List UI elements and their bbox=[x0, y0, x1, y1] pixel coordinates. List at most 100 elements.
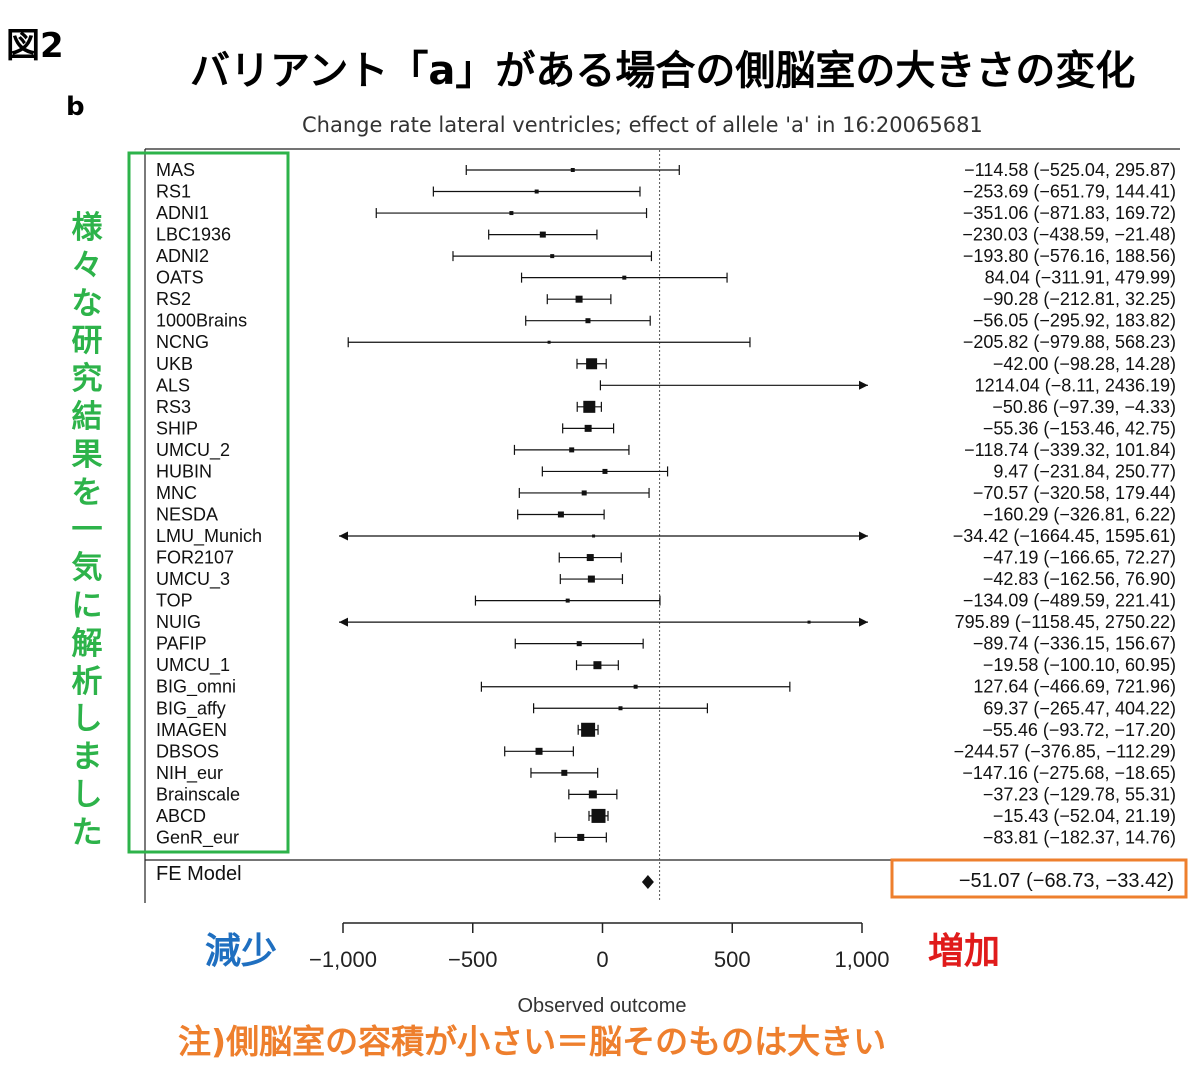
study-estimate-text: 9.47 (−231.84, 250.77) bbox=[993, 461, 1176, 481]
figure-label: 図2 bbox=[6, 26, 64, 66]
study-estimate-text: −83.81 (−182.37, 14.76) bbox=[983, 827, 1176, 847]
study-name: ADNI2 bbox=[156, 246, 209, 266]
point-estimate bbox=[622, 275, 627, 280]
study-name: RS3 bbox=[156, 397, 191, 417]
point-estimate bbox=[633, 684, 638, 689]
decrease-label: 減少 bbox=[205, 931, 278, 972]
vertical-annotation-char: を bbox=[71, 474, 103, 511]
point-estimate bbox=[588, 790, 597, 799]
study-name: ADNI1 bbox=[156, 203, 209, 223]
study-name: UMCU_1 bbox=[156, 655, 230, 676]
plot-marks bbox=[339, 165, 868, 889]
study-estimate-text: −193.80 (−576.16, 188.56) bbox=[963, 246, 1176, 266]
study-name: NUIG bbox=[156, 612, 201, 632]
point-estimate bbox=[565, 598, 570, 603]
vertical-annotation-char: 析 bbox=[71, 663, 103, 700]
study-name: RS2 bbox=[156, 289, 191, 309]
study-estimate-text: −89.74 (−336.15, 156.67) bbox=[973, 634, 1176, 654]
summary-highlight-box bbox=[890, 858, 1188, 899]
vertical-annotation-char: 一 bbox=[71, 512, 103, 549]
vertical-annotation-char: 究 bbox=[71, 361, 103, 398]
vertical-annotation-char: た bbox=[71, 814, 103, 851]
study-name: BIG_omni bbox=[156, 677, 236, 698]
ci-arrow-left bbox=[339, 531, 348, 541]
point-estimate bbox=[557, 511, 564, 518]
vertical-annotation-char: 様 bbox=[71, 210, 103, 246]
point-estimate bbox=[584, 424, 592, 432]
study-estimate-text: −205.82 (−979.88, 568.23) bbox=[963, 332, 1176, 352]
plot-labels: MAS −114.58 (−525.04, 295.87) RS1 −253.69 (… bbox=[156, 160, 1176, 892]
point-estimate bbox=[586, 554, 594, 562]
study-name: FOR2107 bbox=[156, 548, 234, 568]
study-name: LMU_Munich bbox=[156, 526, 262, 547]
study-name: NCNG bbox=[156, 332, 209, 352]
point-estimate bbox=[581, 722, 596, 737]
vertical-annotation-char: ま bbox=[71, 739, 103, 776]
study-estimate-text: −253.69 (−651.79, 144.41) bbox=[963, 182, 1176, 202]
study-name: NESDA bbox=[156, 504, 218, 524]
study-estimate-text: −351.06 (−871.83, 169.72) bbox=[963, 203, 1176, 223]
study-estimate-text: −56.05 (−295.92, 183.82) bbox=[973, 311, 1176, 331]
point-estimate bbox=[586, 358, 598, 370]
study-name: LBC1936 bbox=[156, 225, 231, 245]
study-estimate-text: −42.00 (−98.28, 14.28) bbox=[993, 354, 1176, 374]
x-axis: −1,000 −500 0 500 1,000 Observed outcome bbox=[309, 922, 890, 1017]
ci-arrow-right bbox=[859, 617, 868, 627]
point-estimate bbox=[539, 231, 546, 238]
vertical-annotation-char: 々 bbox=[71, 247, 103, 284]
vertical-annotation-char: に bbox=[71, 587, 103, 624]
study-name: IMAGEN bbox=[156, 720, 227, 740]
study-name: 1000Brains bbox=[156, 311, 247, 331]
study-estimate-text: −230.03 (−438.59, −21.48) bbox=[962, 225, 1176, 245]
point-estimate bbox=[570, 168, 575, 172]
x-tick-label: 500 bbox=[714, 947, 751, 972]
study-estimate-text: −70.57 (−320.58, 179.44) bbox=[973, 483, 1176, 503]
vertical-annotation: 様々な研究結果を一気に解析しました bbox=[62, 210, 112, 853]
point-estimate bbox=[581, 490, 587, 496]
x-tick-label: −1,000 bbox=[309, 947, 377, 972]
study-name: NIH_eur bbox=[156, 763, 223, 784]
study-name: TOP bbox=[156, 591, 193, 611]
study-estimate-text: −37.23 (−129.78, 55.31) bbox=[983, 784, 1176, 804]
x-tick-label: −500 bbox=[448, 947, 498, 972]
study-estimate-text: 84.04 (−311.91, 479.99) bbox=[985, 268, 1176, 288]
study-name: UMCU_2 bbox=[156, 440, 230, 461]
study-estimate-text: −15.43 (−52.04, 21.19) bbox=[993, 806, 1176, 826]
point-estimate bbox=[547, 340, 551, 344]
summary-name: FE Model bbox=[156, 863, 242, 885]
study-estimate-text: −90.28 (−212.81, 32.25) bbox=[983, 289, 1176, 309]
vertical-annotation-char: 結 bbox=[71, 398, 103, 435]
point-estimate bbox=[576, 641, 582, 647]
chart-title: Change rate lateral ventricles; effect o… bbox=[302, 113, 983, 137]
study-name: PAFIP bbox=[156, 634, 207, 654]
point-estimate bbox=[535, 747, 543, 755]
point-estimate bbox=[561, 769, 568, 776]
vertical-annotation-char: 解 bbox=[71, 625, 103, 662]
study-estimate-text: −19.58 (−100.10, 60.95) bbox=[983, 655, 1176, 675]
point-estimate bbox=[575, 295, 583, 303]
study-estimate-text: 1214.04 (−8.11, 2436.19) bbox=[975, 375, 1176, 395]
study-estimate-text: −160.29 (−326.81, 6.22) bbox=[983, 504, 1176, 524]
study-estimate-text: −42.83 (−162.56, 76.90) bbox=[983, 569, 1176, 589]
study-name: GenR_eur bbox=[156, 827, 239, 848]
study-estimate-text: −244.57 (−376.85, −112.29) bbox=[954, 741, 1176, 761]
study-name: UMCU_3 bbox=[156, 569, 230, 590]
increase-label: 増加 bbox=[928, 931, 1001, 972]
study-name: UKB bbox=[156, 354, 193, 374]
plot-frame bbox=[127, 148, 1188, 903]
point-estimate bbox=[577, 833, 585, 841]
vertical-annotation-char: し bbox=[71, 776, 103, 813]
study-name: MNC bbox=[156, 483, 197, 503]
summary-diamond bbox=[641, 875, 654, 889]
point-estimate bbox=[509, 211, 514, 216]
summary-estimate-text: −51.07 (−68.73, −33.42) bbox=[959, 870, 1174, 892]
japanese-title: バリアント「a」がある場合の側脳室の大きさの変化 bbox=[190, 48, 1136, 94]
study-estimate-text: −147.16 (−275.68, −18.65) bbox=[962, 763, 1176, 783]
point-estimate bbox=[569, 447, 575, 453]
study-name: ALS bbox=[156, 375, 190, 395]
study-name: DBSOS bbox=[156, 741, 219, 761]
vertical-annotation-char: 研 bbox=[71, 323, 103, 360]
point-estimate bbox=[602, 468, 608, 474]
study-name: BIG_affy bbox=[156, 698, 226, 719]
